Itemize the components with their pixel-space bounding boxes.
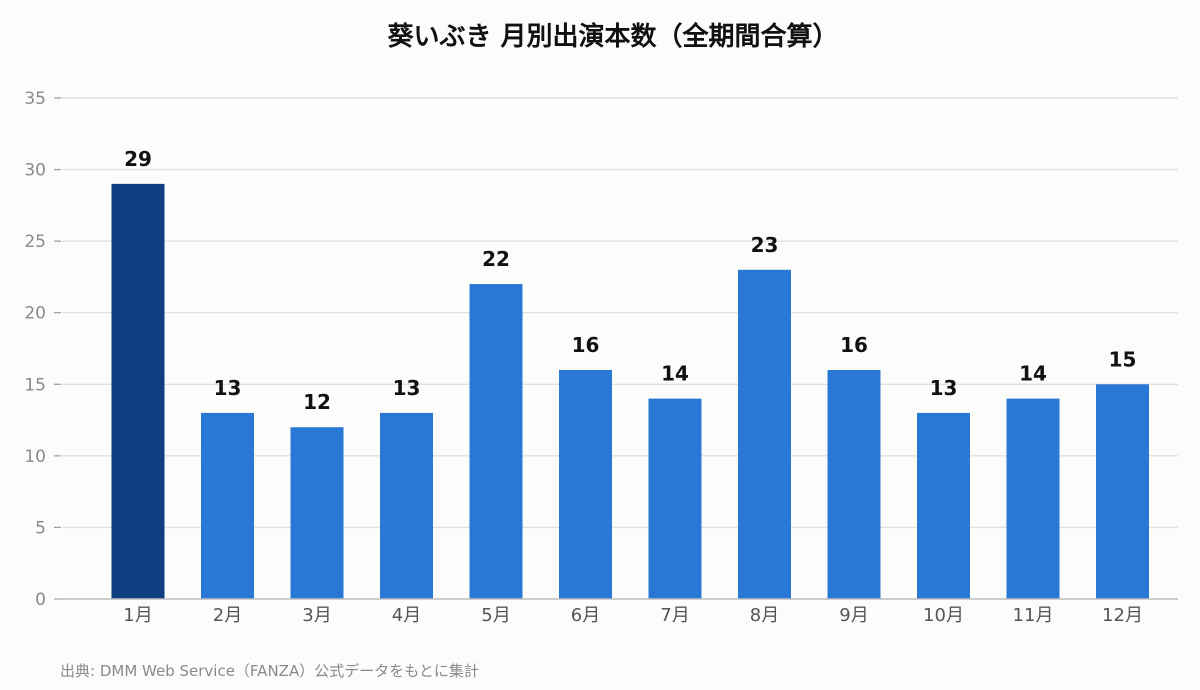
bar (1006, 398, 1060, 599)
bar (380, 412, 433, 599)
data-label: 14 (1019, 362, 1047, 386)
bar (648, 398, 702, 599)
x-tick-label: 8月 (750, 605, 779, 626)
bar (559, 369, 612, 599)
data-label: 13 (930, 376, 958, 400)
x-tick-label: 5月 (481, 605, 510, 626)
x-tick-label: 4月 (392, 605, 421, 626)
bar (917, 412, 970, 599)
data-label: 15 (1109, 347, 1137, 371)
bar (738, 269, 791, 599)
y-tick-label: 35 (24, 89, 46, 109)
y-tick-label: 25 (24, 232, 46, 252)
data-label: 23 (751, 233, 779, 257)
x-tick-label: 11月 (1013, 605, 1054, 626)
data-label: 13 (393, 376, 421, 400)
y-tick-label: 20 (24, 304, 46, 324)
x-tick-label: 10月 (923, 605, 964, 626)
y-axis: 0 5 10 15 20 25 30 35 (24, 89, 61, 610)
source-note: 出典: DMM Web Service（FANZA）公式データをもとに集計 (60, 662, 479, 680)
y-tick-label: 0 (35, 590, 46, 610)
y-tick-label: 15 (24, 375, 46, 395)
y-tick-label: 10 (24, 447, 46, 467)
bars (111, 183, 1149, 599)
data-label: 16 (572, 333, 600, 357)
bar (111, 183, 165, 599)
bar (469, 284, 523, 599)
bar (827, 369, 881, 599)
x-tick-label: 9月 (839, 605, 868, 626)
data-label: 29 (124, 147, 152, 171)
y-tick-label: 30 (24, 161, 46, 181)
data-label: 16 (840, 333, 868, 357)
x-tick-label: 7月 (660, 605, 689, 626)
bar (201, 412, 254, 599)
data-label: 13 (214, 376, 242, 400)
data-label: 12 (303, 390, 331, 414)
data-labels: 29 13 12 13 22 16 14 23 16 13 14 15 (124, 147, 1136, 414)
chart-title: 葵いぶき 月別出演本数（全期間合算） (387, 21, 838, 52)
x-tick-label: 6月 (571, 605, 600, 626)
data-label: 22 (482, 247, 510, 271)
bar (290, 427, 344, 599)
x-tick-label: 3月 (302, 605, 331, 626)
x-tick-label: 12月 (1102, 605, 1143, 626)
x-axis: 1月 2月 3月 4月 5月 6月 7月 8月 9月 10月 11月 12月 (54, 598, 1178, 626)
x-tick-label: 2月 (213, 605, 242, 626)
y-tick-label: 5 (35, 518, 46, 538)
bar (1096, 384, 1149, 599)
data-label: 14 (661, 362, 689, 386)
x-tick-label: 1月 (123, 605, 152, 626)
